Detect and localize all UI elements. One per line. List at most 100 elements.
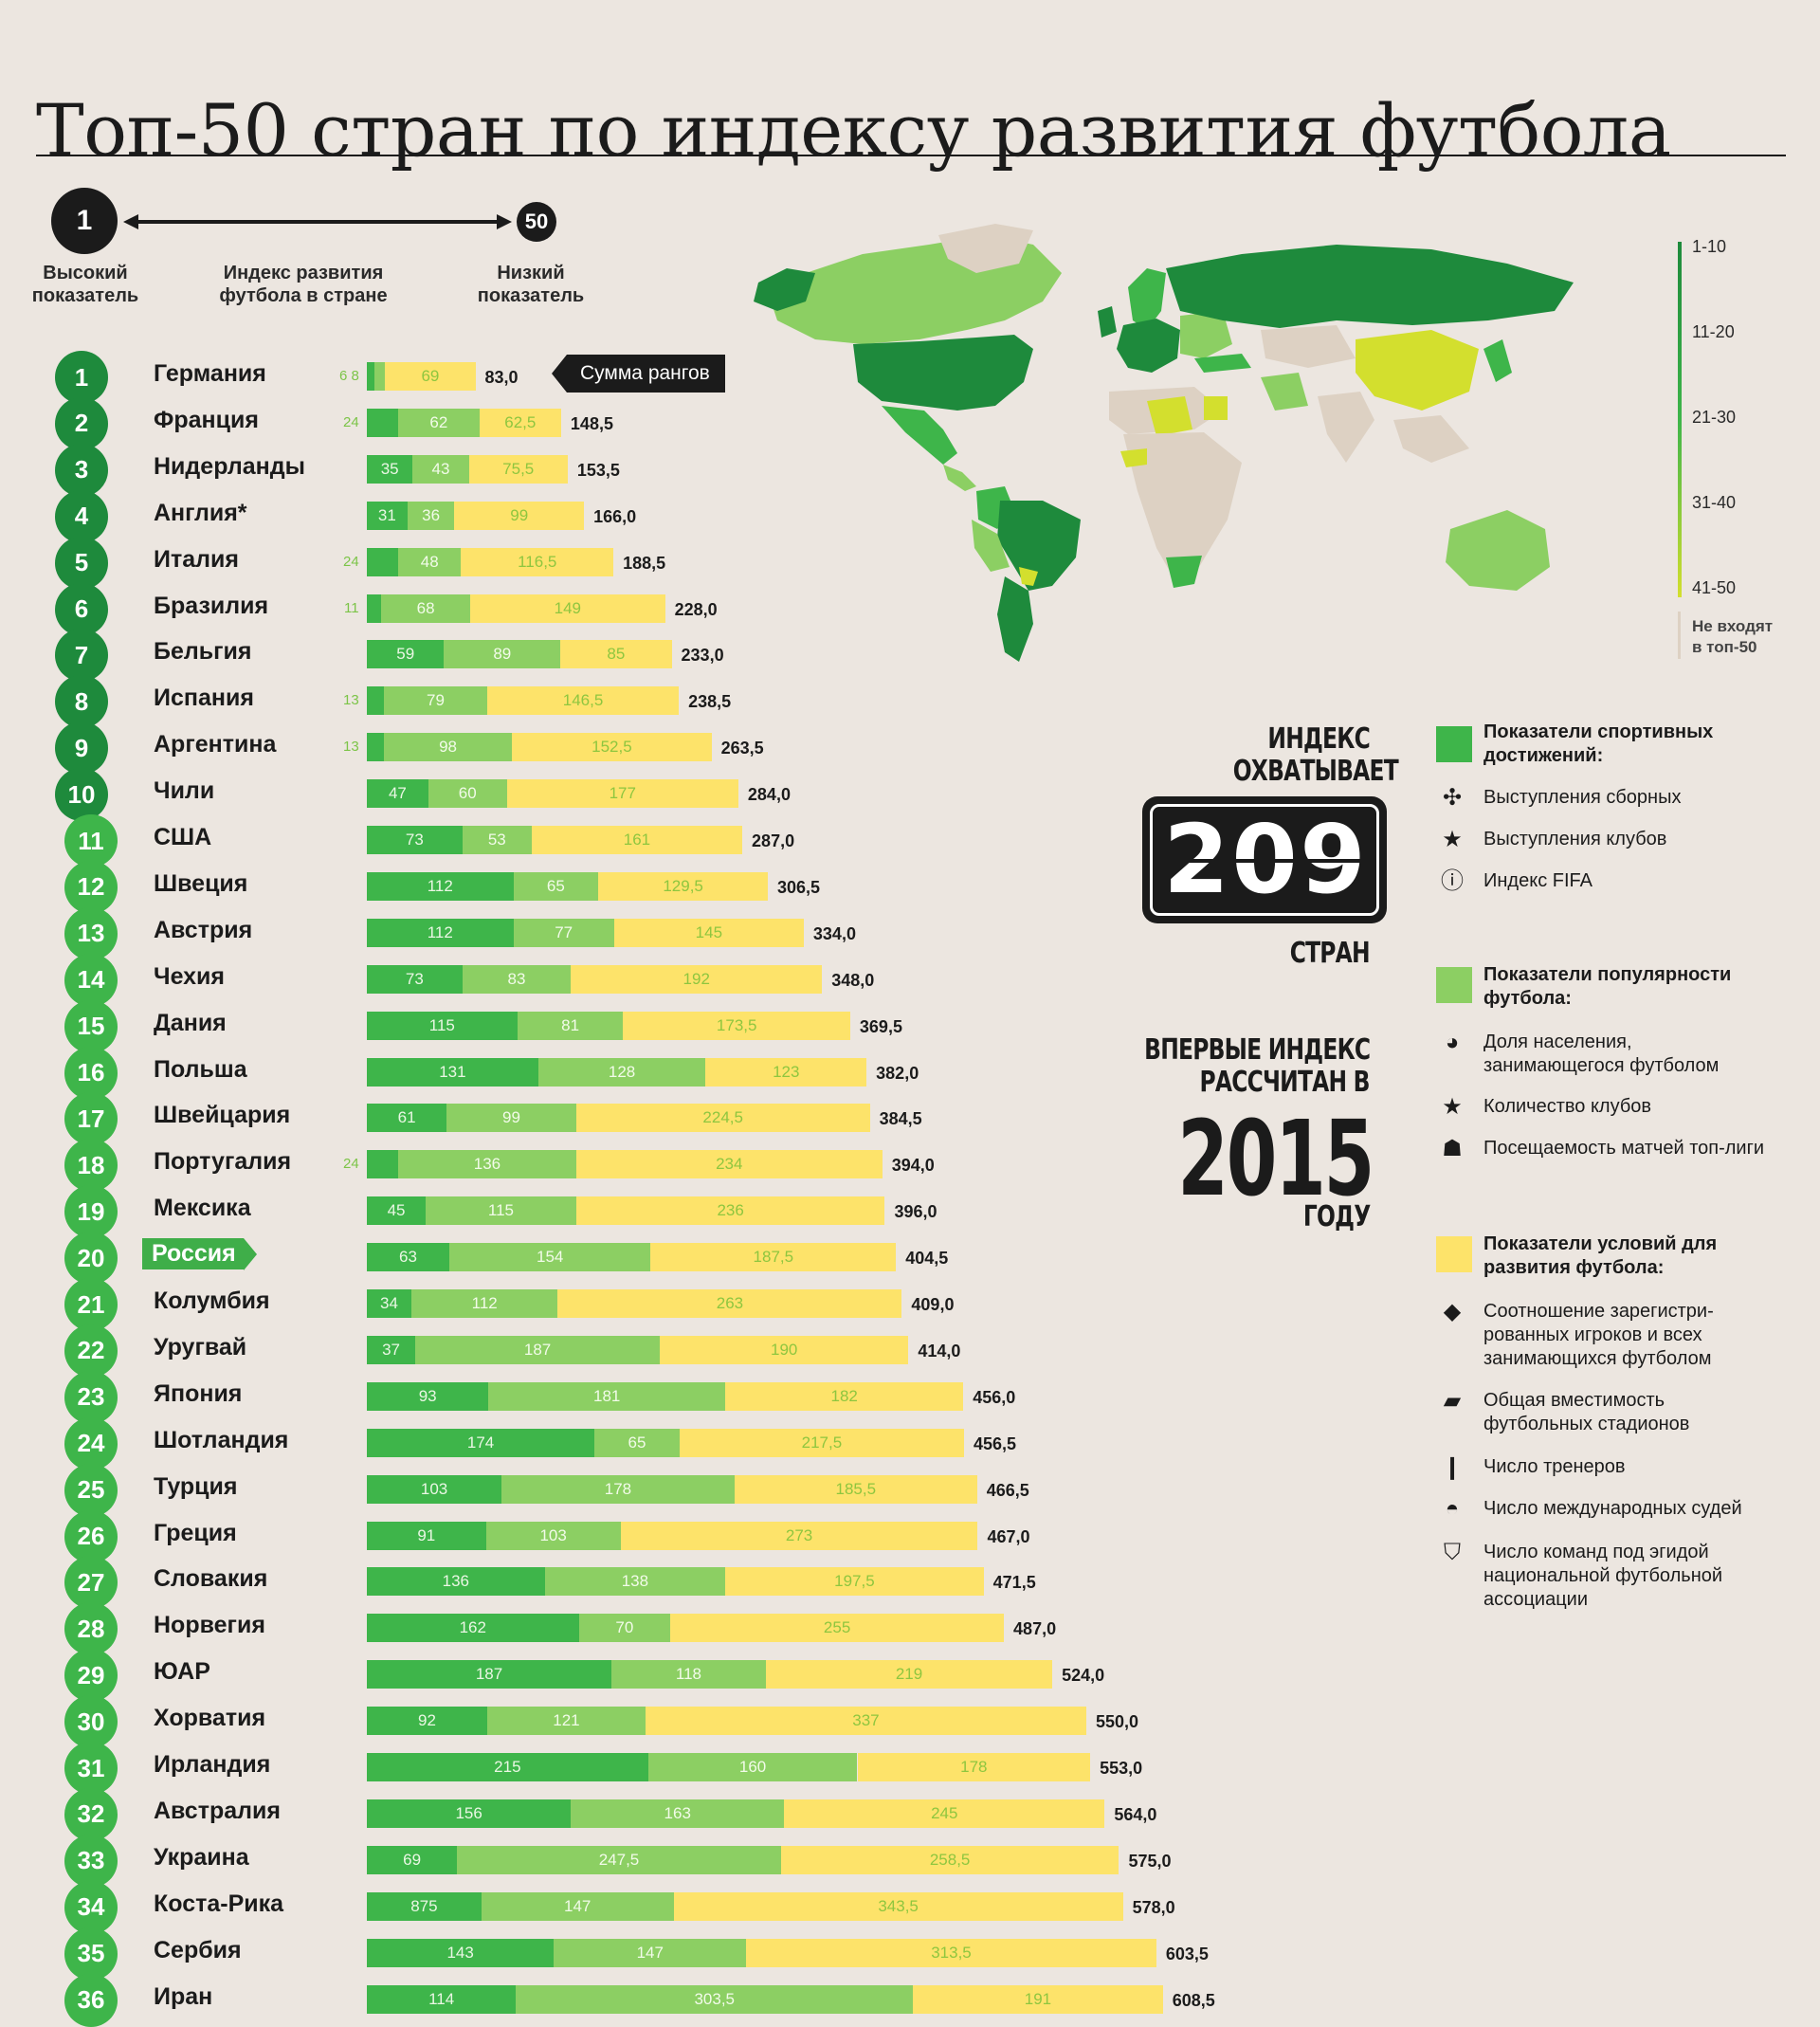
map-western-europe — [1117, 319, 1180, 373]
bar-segment-1: 115 — [367, 1011, 518, 1040]
country-counter: 2 0 9 — [1142, 796, 1387, 923]
rank-badge: 15 — [64, 999, 118, 1053]
country-label: Австралия — [154, 1797, 281, 1824]
map-eastern-europe — [1180, 311, 1232, 358]
bar-segment-1: 187 — [367, 1660, 612, 1689]
row-total: 83,0 — [484, 368, 519, 387]
country-label: Словакия — [154, 1565, 268, 1593]
row-total: 384,5 — [879, 1109, 922, 1129]
rank-badge: 23 — [64, 1370, 118, 1424]
bar-segment-2: 247,5 — [457, 1845, 781, 1874]
covers-label-line1: ИНДЕКС — [1267, 722, 1370, 756]
map-africa — [1123, 432, 1242, 581]
chart-row: 27 Словакия 136 138 197,5 471,5 — [0, 1556, 1422, 1610]
bar-segment-1: 93 — [367, 1381, 489, 1411]
country-label: Италия — [154, 545, 239, 573]
rank-badge: 27 — [64, 1556, 118, 1610]
row-total: 396,0 — [894, 1202, 937, 1222]
bar-segment-2: 77 — [513, 918, 614, 947]
legend-heading-popularity: Показатели популярности футбола: — [1483, 964, 1732, 1009]
country-label: Ирландия — [154, 1751, 271, 1778]
scale-high-circle: 1 — [51, 188, 118, 254]
chart-row: 9 Аргентина 13 98 152,5 263,5 — [0, 721, 1422, 776]
bar-segment-1: 59 — [367, 640, 445, 669]
bar-segment-2: 48 — [398, 547, 462, 576]
chart-row: 28 Норвегия 162 70 255 487,0 — [0, 1602, 1422, 1656]
rank-badge: 17 — [64, 1092, 118, 1146]
country-label: Австрия — [154, 916, 253, 943]
chart-row: 2 Франция 24 62 62,5 148,5 — [0, 396, 1422, 450]
legend-swatch-achievements — [1436, 726, 1472, 762]
row-total: 553,0 — [1100, 1759, 1143, 1778]
row-total: 153,5 — [576, 460, 620, 480]
bar-segment-2: 303,5 — [516, 1984, 914, 2014]
first-calc-year: 2015 — [1177, 1098, 1374, 1219]
first-calc-line1: ВПЕРВЫЕ ИНДЕКС — [1143, 1033, 1371, 1067]
bar-segment-3: 245 — [784, 1799, 1105, 1828]
bar-segment-3: 161 — [531, 826, 743, 854]
chart-row: 8 Испания 13 79 146,5 238,5 — [0, 675, 1422, 729]
chart-row: 10 Чили 47 60 177 284,0 — [0, 768, 1422, 822]
bar-segment-2: 181 — [488, 1381, 726, 1411]
bar-segment-3: 69 — [385, 362, 476, 391]
row-total: 466,5 — [986, 1480, 1029, 1500]
chart-row: 19 Мексика 45 115 236 396,0 — [0, 1185, 1422, 1239]
bar-segment-1: 103 — [367, 1474, 502, 1504]
scale-low-circle: 50 — [517, 202, 556, 242]
row-total: 369,5 — [859, 1016, 902, 1036]
legend-item: Индекс FIFA — [1483, 870, 1592, 891]
map-west-africa — [1120, 448, 1147, 467]
map-legend-label: 11-20 — [1692, 322, 1735, 341]
legend-item: Число международных судей — [1483, 1498, 1742, 1519]
map-central-america — [943, 465, 976, 491]
bar-segment-1 — [367, 408, 399, 437]
bar-segment-2: 36 — [407, 501, 455, 530]
bar-segment-1: 875 — [367, 1891, 482, 1921]
bar-segment-2: 138 — [544, 1567, 726, 1597]
bar-segment-3: 187,5 — [650, 1243, 897, 1272]
map-usa — [853, 335, 1033, 411]
rank-badge: 29 — [64, 1649, 118, 1703]
map-peru — [972, 520, 1010, 572]
legend-heading-conditions: Показатели условий для развития футбола: — [1483, 1233, 1718, 1278]
counter-digit: 2 — [1163, 804, 1229, 915]
rank-badge: 34 — [64, 1880, 118, 1934]
bar-segment-1: 112 — [367, 871, 514, 901]
row-total: 467,0 — [987, 1526, 1030, 1546]
rank-badge: 7 — [55, 629, 108, 683]
bar-segment-1 — [367, 733, 384, 762]
country-label: Аргентина — [154, 731, 277, 758]
row-total: 228,0 — [674, 599, 718, 619]
map-greenland — [938, 224, 1033, 273]
chart-row: 30 Хорватия 92 121 337 550,0 — [0, 1695, 1422, 1749]
tag-icon: ◆ — [1443, 1299, 1462, 1324]
row-total: 382,0 — [876, 1063, 919, 1083]
rank-badge: 12 — [64, 860, 118, 914]
star-icon: ★ — [1442, 1094, 1463, 1120]
country-label: Хорватия — [154, 1705, 266, 1732]
world-map — [754, 224, 1574, 662]
row-total: 263,5 — [720, 739, 764, 758]
chart-row: 12 Швеция 112 65 129,5 306,5 — [0, 860, 1422, 914]
rank-badge: 8 — [55, 675, 108, 729]
bar-segment-1 — [367, 1150, 399, 1179]
chart-row: 15 Дания 115 81 173,5 369,5 — [0, 999, 1422, 1053]
bar-segment-1: 156 — [367, 1799, 572, 1828]
bar-segment-1: 174 — [367, 1428, 595, 1457]
rank-badge: 31 — [64, 1742, 118, 1795]
map-legend-label: 31-40 — [1692, 493, 1737, 512]
bar-segment-3: 236 — [575, 1196, 885, 1226]
bar-segment-2: 121 — [486, 1707, 646, 1736]
bar-segment-1 — [367, 593, 382, 623]
bar-segment-3: 263 — [557, 1289, 902, 1318]
bar-segment-3: 173,5 — [623, 1011, 850, 1040]
map-southeast-asia — [1393, 415, 1469, 463]
country-label: Бразилия — [154, 592, 269, 619]
country-label: Иран — [154, 1982, 213, 2010]
bar-segment-1: 61 — [367, 1104, 447, 1133]
bar-segment-3: 116,5 — [461, 547, 614, 576]
rank-badge: 11 — [64, 814, 118, 867]
legend-swatch-popularity — [1436, 967, 1472, 1003]
rank-badge: 6 — [55, 582, 108, 636]
bar-segment-3: 234 — [575, 1150, 883, 1179]
